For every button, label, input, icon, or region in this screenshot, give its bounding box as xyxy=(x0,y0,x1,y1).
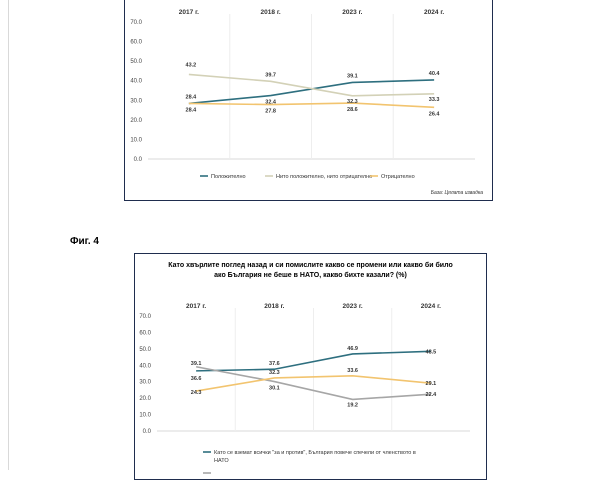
y-tick-label: 20.0 xyxy=(139,396,151,402)
data-label: 40.4 xyxy=(429,71,441,77)
y-tick-label: 40.0 xyxy=(139,363,151,369)
source-note: База: Цялата извадка xyxy=(431,190,483,196)
legend-label: Отрицателно xyxy=(381,174,415,180)
y-tick-label: 20.0 xyxy=(130,118,142,124)
category-label: 2017 г. xyxy=(186,303,206,310)
data-label: 33.3 xyxy=(429,97,440,103)
category-label: 2023 г. xyxy=(343,303,363,310)
series-line xyxy=(188,102,435,109)
data-label: 30.1 xyxy=(269,386,280,392)
data-label: 32.3 xyxy=(347,99,358,105)
data-label: 27.8 xyxy=(265,109,276,115)
y-tick-label: 50.0 xyxy=(139,347,151,353)
category-label: 2017 г. xyxy=(179,9,199,16)
chart-2-svg: 0.0 10.0 20.0 30.0 40.0 50.0 60.0 70.0 2017 г. 20… xyxy=(139,303,470,474)
data-label: 36.6 xyxy=(191,376,202,382)
data-label: 28.6 xyxy=(347,107,358,113)
y-tick-label: 70.0 xyxy=(130,20,142,26)
page-edge xyxy=(8,0,9,470)
data-label: 39.1 xyxy=(347,73,358,79)
data-label: 33.6 xyxy=(347,368,358,374)
y-tick-label: 30.0 xyxy=(139,380,151,386)
legend-label: Като се вземат всички "за и против", Бъл… xyxy=(214,450,416,456)
data-label: 32.4 xyxy=(265,100,277,106)
y-tick-label: 60.0 xyxy=(130,40,142,46)
chart-1-svg: 0.0 10.0 20.0 30.0 40.0 50.0 60.0 70.0 2017 г. 20… xyxy=(130,9,483,196)
data-label: 22.4 xyxy=(426,392,438,398)
y-tick-label: 40.0 xyxy=(130,79,142,85)
data-label: 46.9 xyxy=(347,346,358,352)
data-label: 26.4 xyxy=(429,111,441,117)
category-label: 2023 г. xyxy=(342,9,362,16)
data-label: 48.5 xyxy=(426,349,437,355)
legend-label: НАТО xyxy=(214,458,229,464)
data-label: 39.1 xyxy=(191,361,202,367)
data-label: 37.6 xyxy=(269,361,280,367)
data-label: 28.4 xyxy=(186,107,198,113)
data-label: 32.3 xyxy=(269,370,280,376)
chart-title-line-1: Като хвърлите поглед назад и си помислит… xyxy=(168,262,453,269)
chart-support-nato: 0.0 10.0 20.0 30.0 40.0 50.0 60.0 70.0 2017 г. 20… xyxy=(124,0,493,201)
y-tick-label: 0.0 xyxy=(134,157,143,163)
y-tick-label: 30.0 xyxy=(130,98,142,104)
category-label: 2024 г. xyxy=(421,303,441,310)
data-label: 24.3 xyxy=(191,390,202,396)
series-line xyxy=(195,374,431,392)
series-line xyxy=(196,350,431,372)
category-label: 2024 г. xyxy=(424,9,444,16)
chart-nato-membership-gains: Като хвърлите поглед назад и си помислит… xyxy=(134,253,487,480)
data-label: 29.1 xyxy=(426,381,437,387)
category-label: 2018 г. xyxy=(261,9,281,16)
y-tick-label: 60.0 xyxy=(139,330,151,336)
data-label: 19.2 xyxy=(347,402,358,408)
series-line xyxy=(188,73,435,97)
series-line xyxy=(195,365,431,401)
legend-label: Нито положително, нито отрицателно xyxy=(276,174,372,180)
y-tick-label: 10.0 xyxy=(139,413,151,419)
data-label: 28.4 xyxy=(186,94,198,100)
figure-label: Фиг. 4 xyxy=(70,236,99,247)
legend-label: Положително xyxy=(211,174,246,180)
y-tick-label: 50.0 xyxy=(130,59,142,65)
y-tick-label: 0.0 xyxy=(143,429,152,435)
data-label: 39.7 xyxy=(265,72,276,78)
category-label: 2018 г. xyxy=(264,303,284,310)
y-tick-label: 70.0 xyxy=(139,314,151,320)
y-tick-label: 10.0 xyxy=(130,137,142,143)
chart-title-line-2: ако България не беше в НАТО, какво бихте… xyxy=(214,272,407,279)
data-label: 43.2 xyxy=(186,62,197,68)
